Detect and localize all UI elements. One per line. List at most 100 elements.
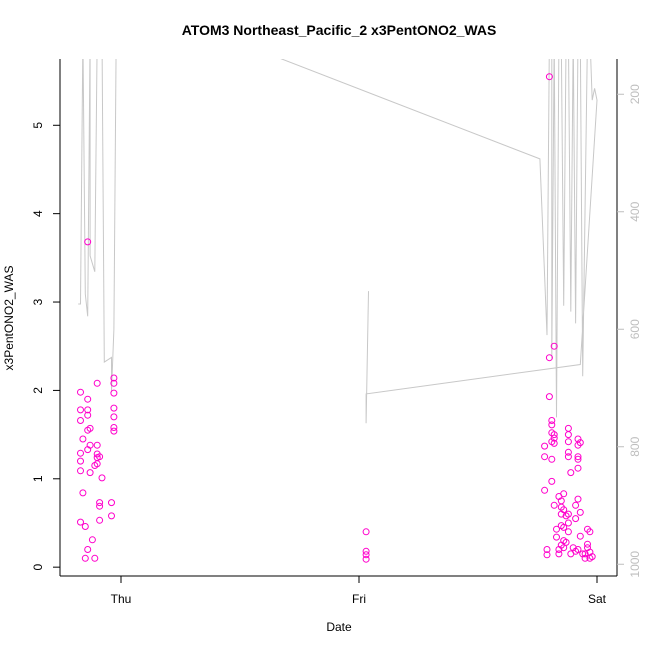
- data-point: [86, 441, 94, 449]
- data-point: [79, 489, 87, 497]
- data-point: [96, 453, 104, 461]
- data-point: [545, 354, 553, 362]
- data-point: [574, 546, 582, 553]
- y-tick-label: 5: [31, 122, 45, 129]
- y-tick-label: 0: [31, 564, 45, 571]
- data-point: [541, 442, 549, 450]
- data-point: [548, 455, 556, 463]
- data-point: [110, 404, 118, 412]
- data-point: [110, 424, 118, 431]
- data-point: [576, 532, 584, 540]
- data-point: [362, 551, 370, 559]
- y2-tick-label: 800: [628, 436, 642, 456]
- data-point: [81, 554, 89, 562]
- data-point: [574, 455, 582, 463]
- y2-tick-label: 200: [628, 84, 642, 104]
- data-point: [550, 439, 558, 447]
- data-point: [110, 389, 118, 397]
- data-point: [84, 238, 92, 246]
- data-point: [569, 544, 577, 552]
- data-point: [574, 453, 582, 461]
- data-point: [96, 516, 104, 524]
- data-point: [84, 395, 92, 403]
- data-point: [86, 469, 94, 477]
- data-point: [560, 506, 568, 514]
- data-point: [81, 523, 89, 530]
- data-point: [560, 523, 568, 531]
- data-point: [108, 512, 115, 520]
- data-point: [567, 469, 575, 477]
- y2-tick-label: 600: [628, 319, 642, 339]
- data-point: [77, 457, 84, 465]
- data-point: [110, 427, 118, 435]
- data-point: [96, 499, 104, 507]
- data-point: [543, 551, 551, 559]
- data-point: [564, 448, 572, 456]
- chart-title: ATOM3 Northeast_Pacific_2 x3PentONO2_WAS: [182, 22, 497, 38]
- data-point: [541, 486, 549, 494]
- data-point: [77, 467, 84, 475]
- data-point: [553, 533, 560, 541]
- data-point: [550, 342, 558, 350]
- data-point: [108, 499, 115, 507]
- data-point: [588, 553, 596, 561]
- data-point: [88, 536, 96, 544]
- data-point: [572, 501, 580, 509]
- data-point: [548, 417, 556, 424]
- points-layer: [77, 73, 596, 563]
- y-axis-label: x3PentONO2_WAS: [2, 266, 16, 371]
- data-point: [550, 501, 558, 509]
- data-point: [576, 439, 584, 447]
- data-point: [98, 474, 106, 482]
- data-point: [572, 515, 580, 523]
- data-point: [86, 424, 94, 432]
- y-tick-label: 3: [31, 298, 45, 305]
- x-tick-label: Fri: [352, 592, 366, 606]
- data-point: [548, 477, 556, 485]
- data-point: [77, 449, 84, 457]
- data-point: [574, 495, 582, 503]
- data-point: [564, 453, 572, 461]
- data-point: [79, 435, 87, 443]
- data-point: [550, 431, 558, 439]
- data-point: [93, 379, 101, 387]
- data-point: [555, 550, 563, 558]
- y-tick-label: 1: [31, 475, 45, 482]
- x-axis-label: Date: [326, 620, 352, 634]
- y-axis-right: 200 400 600 800 1000: [617, 84, 642, 578]
- data-point: [91, 554, 99, 562]
- data-point: [110, 374, 118, 382]
- data-point: [564, 431, 572, 439]
- data-point: [84, 406, 92, 414]
- data-point: [564, 519, 572, 527]
- data-point: [96, 502, 104, 510]
- x-axis: Thu Fri Sat: [111, 575, 607, 606]
- data-point: [84, 546, 92, 553]
- data-point: [584, 540, 591, 548]
- data-point: [93, 441, 101, 449]
- data-point: [562, 512, 570, 520]
- y-tick-label: 4: [31, 210, 45, 217]
- data-point: [574, 464, 582, 472]
- x-tick-label: Thu: [111, 592, 132, 606]
- data-point: [77, 518, 84, 526]
- data-point: [564, 510, 572, 518]
- data-point: [553, 525, 560, 533]
- data-point: [362, 528, 370, 536]
- data-point: [77, 417, 84, 424]
- data-point: [545, 73, 553, 81]
- y-axis-left: 0 1 2 3 4 5: [31, 122, 60, 571]
- data-point: [562, 538, 570, 546]
- data-point: [586, 528, 594, 536]
- data-point: [550, 434, 558, 442]
- data-point: [77, 406, 84, 414]
- data-point: [541, 453, 549, 461]
- data-point: [560, 490, 568, 498]
- data-point: [564, 438, 572, 446]
- data-point: [576, 508, 584, 516]
- data-point: [362, 547, 370, 555]
- y2-tick-label: 400: [628, 201, 642, 221]
- data-point: [362, 555, 370, 563]
